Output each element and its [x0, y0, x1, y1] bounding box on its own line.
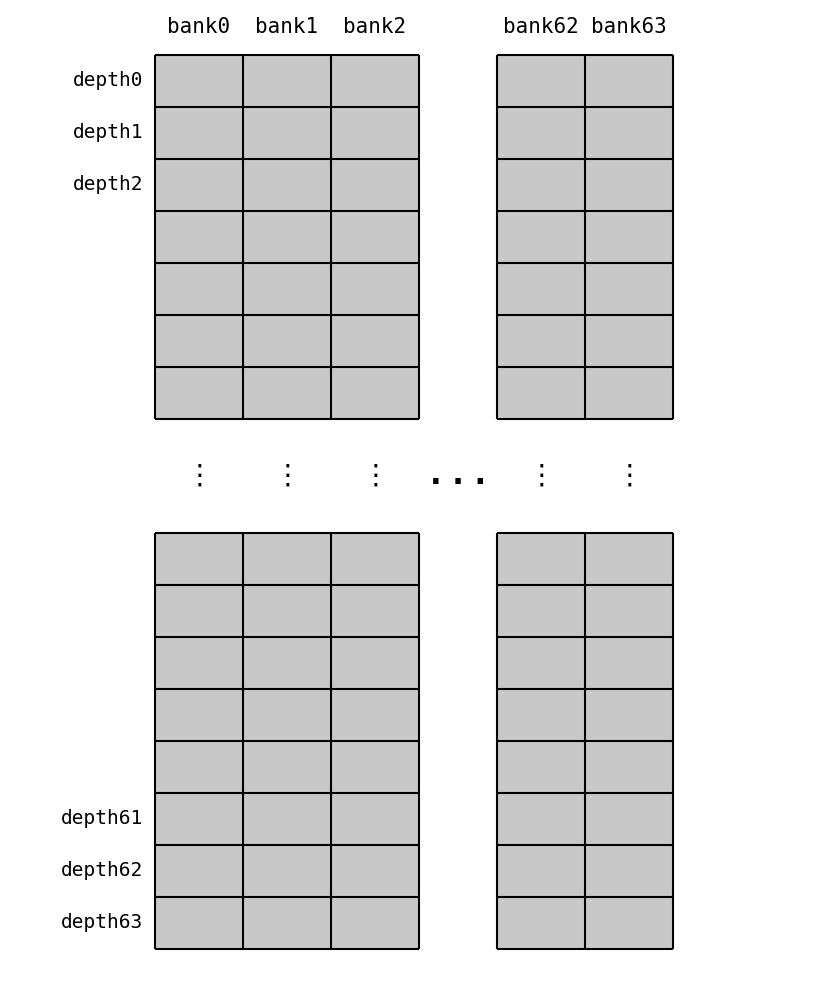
Text: ⋮: ⋮ — [361, 462, 389, 490]
Bar — [155, 55, 419, 419]
Text: bank1: bank1 — [256, 17, 319, 37]
Text: bank62: bank62 — [503, 17, 579, 37]
Text: ⋮: ⋮ — [615, 462, 643, 490]
Text: ⋮: ⋮ — [185, 462, 213, 490]
Text: bank63: bank63 — [591, 17, 667, 37]
Text: depth2: depth2 — [72, 176, 143, 194]
Text: ⋮: ⋮ — [273, 462, 301, 490]
Bar — [497, 533, 673, 949]
Text: . . .: . . . — [430, 462, 486, 490]
Text: depth62: depth62 — [61, 861, 143, 880]
Bar — [497, 55, 673, 419]
Bar — [155, 533, 419, 949]
Text: depth63: depth63 — [61, 914, 143, 932]
Text: bank2: bank2 — [344, 17, 407, 37]
Text: depth0: depth0 — [72, 72, 143, 91]
Text: bank0: bank0 — [168, 17, 230, 37]
Text: depth61: depth61 — [61, 810, 143, 828]
Text: depth1: depth1 — [72, 123, 143, 142]
Text: ⋮: ⋮ — [527, 462, 555, 490]
